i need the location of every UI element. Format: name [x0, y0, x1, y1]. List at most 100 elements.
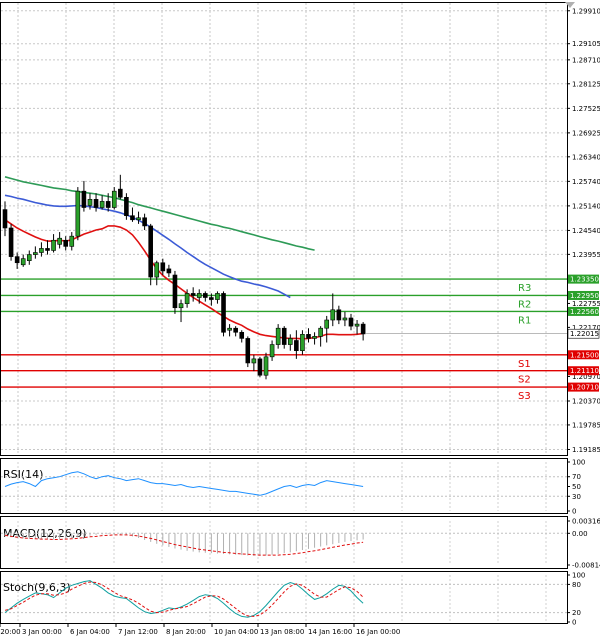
price-tick-label-7: 1.25740 [572, 178, 600, 186]
price-tick-label-8: 1.25140 [572, 202, 600, 210]
level-label-s3: S3 [518, 391, 531, 402]
candle-body-53 [324, 319, 330, 329]
candle-body-13 [81, 190, 87, 208]
candle-body-51 [312, 336, 317, 339]
candle-body-26 [160, 262, 166, 272]
candle-body-54 [330, 309, 336, 321]
price-tick-label-4: 1.27525 [572, 105, 600, 113]
level-label-r3: R3 [518, 283, 531, 294]
rsi-tick-label-2: 50 [572, 483, 581, 491]
price-tick-label-3: 1.28125 [572, 80, 600, 88]
price-tick-label-0: 1.29910 [572, 7, 600, 15]
candle-body-9 [57, 237, 62, 245]
candle-body-28 [172, 274, 178, 309]
level-label-r2: R2 [518, 299, 531, 310]
macd-pane: 0.0031630.00-0.008144MACD(12,26,9) [1, 518, 600, 570]
candle-body-27 [166, 268, 172, 274]
candle-body-24 [148, 225, 153, 278]
price-tick-label-22: 1.19785 [572, 421, 600, 429]
candle-body-37 [227, 327, 232, 331]
pivot-levels [1, 278, 567, 388]
candles [2, 174, 366, 380]
candle-body-45 [275, 327, 281, 345]
stoch-pane-frame [0, 571, 568, 624]
candle-body-2 [14, 256, 20, 264]
candle-body-47 [287, 338, 293, 345]
rsi-title: RSI(14) [3, 468, 43, 481]
ma-green-line [4, 176, 315, 251]
candle-body-32 [196, 293, 202, 298]
candle-body-48 [294, 340, 299, 351]
candle-body-52 [318, 327, 323, 337]
main-pane-frame [0, 2, 568, 456]
candle-body-18 [111, 190, 117, 208]
level-tag-bg-r3 [568, 274, 599, 284]
time-label-3: 7 Jan 12:00 [118, 628, 158, 636]
candle-body-29 [178, 303, 184, 309]
candle-body-21 [130, 215, 135, 221]
time-label-8: 16 Jan 00:00 [356, 628, 400, 636]
price-tick-label-9: 1.24540 [572, 227, 600, 235]
rsi-line [4, 471, 364, 496]
rsi-pane-frame [0, 458, 568, 514]
macd-tick-label-0: 0.003163 [572, 518, 600, 526]
candle-body-8 [51, 239, 56, 251]
candle-body-15 [93, 199, 99, 208]
candle-body-42 [257, 358, 263, 376]
ma-blue-line [4, 194, 291, 299]
rsi-tick-label-0: 100 [572, 459, 585, 467]
stoch-tick-label-2: 20 [572, 609, 581, 617]
candle-body-14 [87, 199, 93, 206]
candle-body-1 [8, 227, 14, 257]
price-tick-label-21: 1.20370 [572, 398, 600, 406]
candle-body-58 [354, 323, 360, 327]
candle-body-59 [360, 323, 366, 335]
candle-body-50 [306, 334, 311, 339]
level-tag-bg-s2 [568, 366, 599, 376]
price-tick-label-2: 1.28710 [572, 56, 600, 64]
price-axis: 1.29910 1.29105 1.28710 1.28125 1.27525 1.269… [567, 7, 600, 454]
level-label-s2: S2 [518, 375, 531, 386]
candle-body-17 [105, 201, 111, 208]
time-label-5: 10 Jan 04:00 [214, 628, 258, 636]
price-tick-label-14: 1.22755 [572, 300, 600, 308]
candle-body-43 [263, 356, 269, 376]
candle-body-35 [215, 293, 220, 300]
candle-body-46 [281, 327, 287, 345]
candle-body-55 [336, 309, 342, 321]
level-tag-bg-s3 [568, 382, 599, 392]
candle-body-34 [209, 297, 214, 300]
candle-body-22 [136, 217, 141, 221]
time-label-6: 13 Jan 08:00 [260, 628, 304, 636]
candle-body-23 [142, 217, 147, 227]
candle-body-41 [251, 358, 257, 364]
time-label-4: 8 Jan 20:00 [166, 628, 206, 636]
level-tag-s1: 1.21500 [570, 351, 599, 359]
candle-body-10 [63, 239, 69, 247]
time-label-7: 14 Jan 16:00 [308, 628, 352, 636]
candle-body-38 [233, 327, 238, 333]
level-tag-bg-s1 [568, 350, 599, 360]
candle-body-0 [2, 209, 8, 229]
level-tag-r1: 1.22560 [570, 308, 599, 316]
candle-body-3 [20, 258, 26, 266]
current-price-tag-bg [567, 328, 600, 339]
price-tick-label-19: 1.20970 [572, 373, 600, 381]
candle-body-19 [118, 188, 123, 198]
candle-body-20 [124, 196, 129, 217]
level-tag-bg-r2 [568, 290, 599, 300]
macd-tick-label-1: 0.00 [572, 530, 588, 538]
time-axis: :20:00 3 Jan 00:00 6 Jan 04:00 7 Jan 12:00 8… [0, 623, 400, 636]
level-tag-s3: 1.20710 [570, 384, 599, 392]
current-price-tag: 1.22015 [570, 330, 599, 338]
stoch-tick-label-0: 100 [572, 572, 585, 580]
price-tick-label-6: 1.26340 [572, 153, 600, 161]
time-label-1: 3 Jan 00:00 [22, 628, 62, 636]
level-tag-bg-r1 [568, 306, 599, 316]
candle-body-16 [99, 201, 105, 208]
candle-body-12 [75, 190, 81, 237]
price-tick-label-15: 1.22170 [572, 324, 600, 332]
candle-body-39 [239, 331, 245, 339]
